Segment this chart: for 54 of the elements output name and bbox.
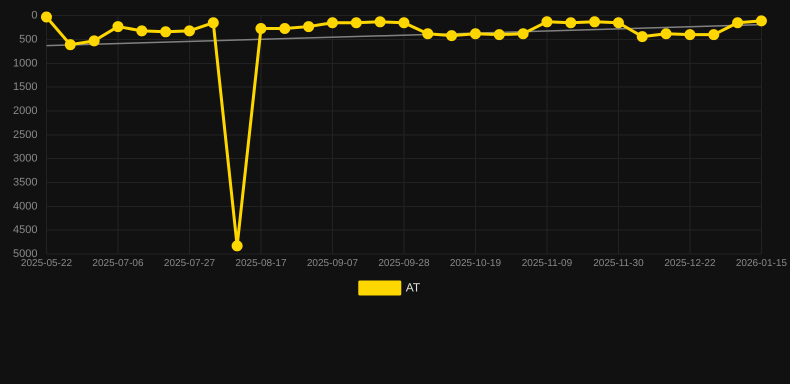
y-tick-label: 3500 — [12, 176, 38, 189]
y-tick-label: 4000 — [12, 200, 38, 212]
point — [398, 17, 410, 28]
point — [88, 35, 100, 46]
point — [684, 29, 696, 40]
y-tick-label: 3000 — [12, 152, 38, 165]
point — [589, 16, 600, 28]
point — [40, 12, 52, 23]
point — [184, 25, 195, 36]
y-tick-label: 500 — [19, 33, 38, 46]
point — [279, 22, 290, 34]
point — [255, 22, 266, 34]
point — [660, 28, 672, 40]
x-tick-label: 2025-10-19 — [450, 258, 502, 269]
y-tick-label: 1000 — [12, 57, 38, 70]
point — [732, 17, 744, 28]
point — [374, 16, 386, 28]
x-tick-label: 2025-05-22 — [20, 258, 72, 269]
point — [208, 17, 219, 28]
y-tick-label: 1500 — [12, 81, 38, 94]
point — [494, 29, 505, 40]
point — [64, 39, 76, 50]
x-tick-label: 2026-01-15 — [736, 258, 788, 269]
point — [160, 26, 172, 38]
x-tick-label: 2025-09-28 — [378, 258, 430, 269]
point — [303, 21, 314, 32]
y-tick-label: 0 — [31, 10, 38, 22]
point — [232, 240, 243, 252]
x-tick-label: 2025-09-07 — [306, 258, 358, 269]
point — [636, 31, 648, 42]
point — [136, 25, 148, 36]
point — [326, 17, 338, 28]
point — [708, 29, 720, 40]
y-tick-label: 2000 — [12, 104, 38, 117]
legend-label: AT — [406, 280, 421, 294]
point — [350, 17, 362, 28]
x-tick-label: 2025-11-30 — [593, 258, 644, 269]
point — [565, 17, 576, 28]
x-tick-label: 2025-08-17 — [235, 258, 287, 269]
x-tick-label: 2025-07-06 — [92, 258, 144, 269]
y-tick-label: 4500 — [12, 224, 38, 236]
x-tick-label: 2025-11-09 — [522, 258, 573, 269]
point — [470, 28, 481, 40]
x-tick-label: 2025-07-27 — [164, 258, 216, 269]
point — [422, 28, 434, 40]
point — [612, 17, 624, 28]
y-tick-label: 5000 — [12, 248, 38, 260]
point — [518, 28, 529, 40]
x-tick-label: 2025-12-22 — [664, 258, 716, 269]
point — [541, 16, 552, 28]
point — [756, 15, 767, 26]
point — [112, 21, 124, 32]
y-tick-label: 2500 — [12, 128, 38, 141]
point — [446, 30, 458, 42]
